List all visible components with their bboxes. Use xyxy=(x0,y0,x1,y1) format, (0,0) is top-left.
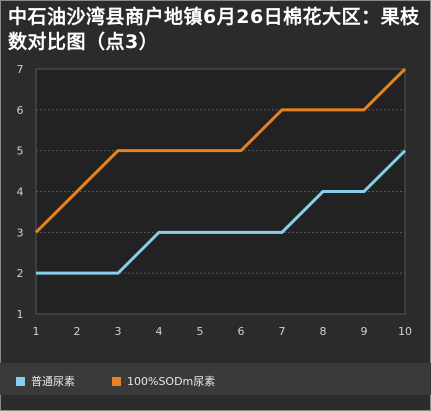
x-tick-label: 4 xyxy=(156,325,163,338)
series-lines xyxy=(34,67,407,275)
x-tick-label: 9 xyxy=(361,325,368,338)
x-tick-label: 1 xyxy=(33,325,40,338)
series-line-2 xyxy=(34,67,407,234)
legend-swatch-series-2 xyxy=(112,376,121,386)
x-tick-label: 5 xyxy=(197,325,204,338)
legend-swatch-series-1 xyxy=(16,376,25,386)
legend-label-series-2: 100%SODm尿素 xyxy=(127,375,216,388)
y-tick-label: 2 xyxy=(17,267,24,280)
x-tick-label: 2 xyxy=(74,325,81,338)
chart-title: 中石油沙湾县商户地镇6月26日棉花大区：果枝数对比图（点3） xyxy=(8,6,420,53)
x-axis-ticks: 1 2 3 4 5 6 7 8 9 10 xyxy=(33,325,413,338)
x-tick-label: 8 xyxy=(320,325,327,338)
series-line-1 xyxy=(36,149,407,275)
y-tick-label: 7 xyxy=(17,63,24,76)
legend-item-series-1: 普通尿素 xyxy=(16,373,75,389)
y-tick-label: 1 xyxy=(17,308,24,321)
y-tick-label: 4 xyxy=(17,186,24,199)
legend: 普通尿素 100%SODm尿素 xyxy=(0,363,431,395)
y-axis-ticks: 1 2 3 4 5 6 7 xyxy=(17,63,24,321)
x-tick-label: 7 xyxy=(279,325,286,338)
x-tick-label: 10 xyxy=(398,325,412,338)
x-tick-label: 6 xyxy=(238,325,245,338)
y-tick-label: 6 xyxy=(17,104,24,117)
y-tick-label: 5 xyxy=(17,145,24,158)
x-tick-label: 3 xyxy=(115,325,122,338)
legend-item-series-2: 100%SODm尿素 xyxy=(112,373,215,389)
y-tick-label: 3 xyxy=(17,226,24,239)
legend-label-series-1: 普通尿素 xyxy=(31,375,75,388)
